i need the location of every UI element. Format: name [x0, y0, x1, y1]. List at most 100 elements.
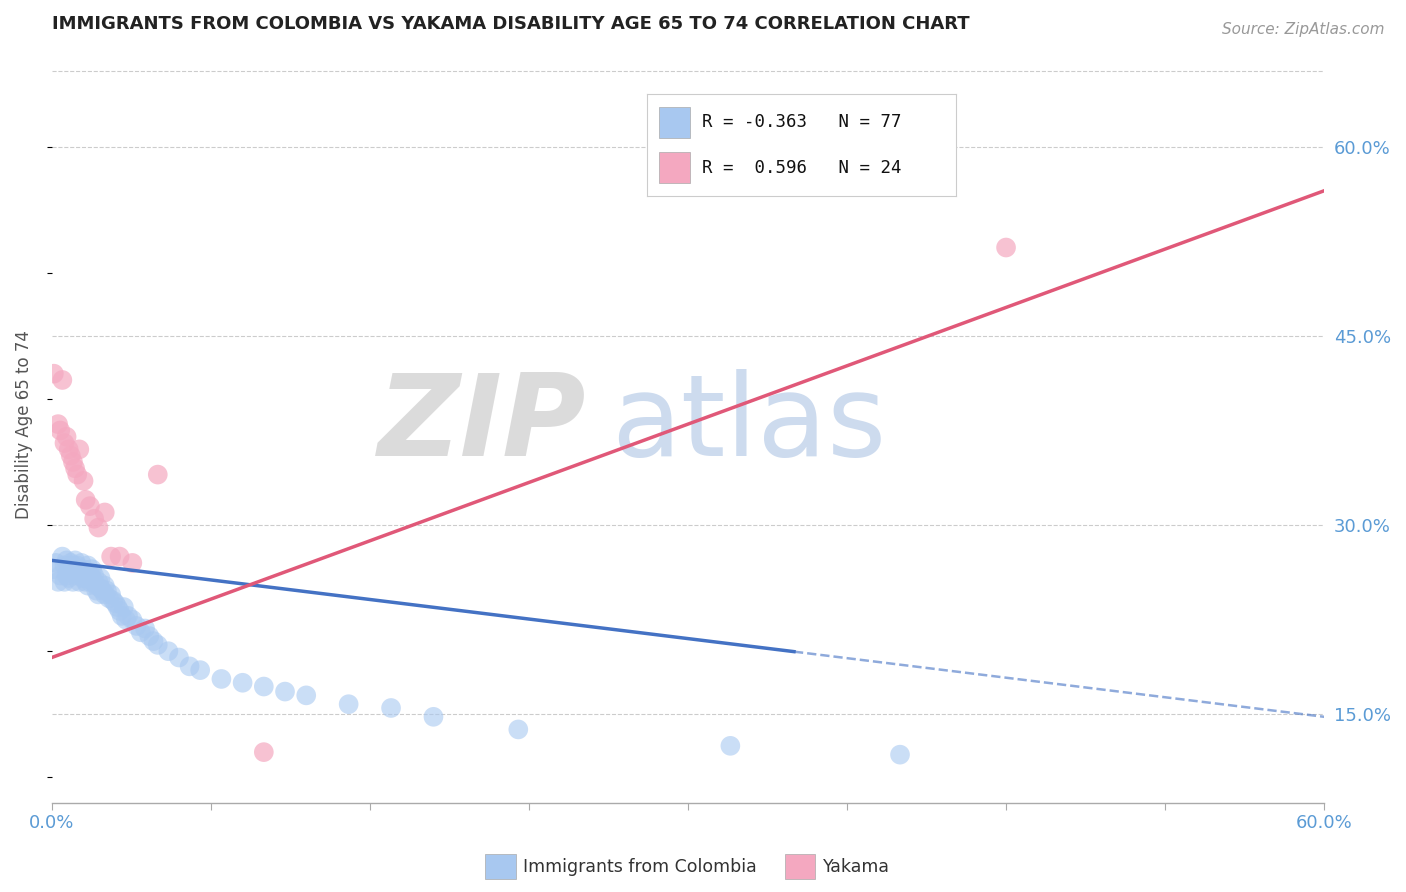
Point [79, 574, 101, 589]
Point [146, 638, 169, 652]
Point [138, 629, 160, 643]
Point [66, 558, 89, 573]
Point [79, 566, 101, 580]
Point [75, 568, 97, 582]
Point [63, 562, 86, 576]
Point [100, 587, 122, 601]
Point [49, 568, 72, 582]
Point [70, 566, 93, 580]
Point [42, 562, 65, 576]
Point [253, 680, 276, 694]
Point [188, 663, 211, 677]
Point [62, 558, 84, 573]
Text: Source: ZipAtlas.com: Source: ZipAtlas.com [1222, 22, 1385, 37]
Point [142, 634, 165, 648]
Point [94, 587, 117, 601]
Text: Immigrants from Colombia: Immigrants from Colombia [523, 858, 756, 876]
Point [55, 553, 77, 567]
Point [100, 549, 122, 564]
Point [63, 461, 86, 475]
Point [253, 745, 276, 759]
Point [72, 474, 94, 488]
Point [107, 600, 129, 615]
Point [94, 505, 117, 519]
Point [51, 549, 73, 564]
Point [80, 571, 103, 585]
Point [67, 562, 90, 576]
Text: R = -0.363   N = 77: R = -0.363 N = 77 [703, 113, 901, 131]
Point [46, 574, 69, 589]
Point [94, 579, 117, 593]
Point [58, 562, 80, 576]
Point [45, 556, 67, 570]
Point [157, 644, 180, 658]
Point [72, 571, 94, 585]
Point [53, 574, 76, 589]
Point [380, 701, 402, 715]
Point [718, 739, 741, 753]
Point [84, 583, 107, 598]
Point [87, 520, 110, 534]
Text: IMMIGRANTS FROM COLOMBIA VS YAKAMA DISABILITY AGE 65 TO 74 CORRELATION CHART: IMMIGRANTS FROM COLOMBIA VS YAKAMA DISAB… [52, 15, 969, 33]
Point [59, 566, 82, 580]
Point [167, 650, 190, 665]
Point [79, 499, 101, 513]
Point [59, 449, 82, 463]
Point [58, 571, 80, 585]
Text: ZIP: ZIP [378, 368, 586, 480]
Point [83, 574, 105, 589]
Point [146, 467, 169, 482]
Point [121, 556, 143, 570]
Point [103, 593, 125, 607]
Point [179, 659, 201, 673]
FancyBboxPatch shape [659, 153, 690, 183]
Point [72, 562, 94, 576]
Point [274, 684, 297, 698]
Point [91, 583, 114, 598]
Point [295, 689, 318, 703]
Point [87, 587, 110, 601]
Point [76, 558, 98, 573]
Y-axis label: Disability Age 65 to 74: Disability Age 65 to 74 [15, 330, 32, 518]
Point [508, 723, 530, 737]
Point [112, 600, 135, 615]
Point [63, 553, 86, 567]
Point [129, 625, 152, 640]
Point [42, 367, 65, 381]
Point [62, 455, 84, 469]
Point [66, 467, 89, 482]
Point [422, 710, 444, 724]
Point [46, 417, 69, 431]
Point [134, 622, 156, 636]
Point [62, 574, 84, 589]
Point [66, 568, 89, 582]
Point [232, 675, 254, 690]
Text: Yakama: Yakama [823, 858, 890, 876]
Point [111, 608, 134, 623]
Point [58, 442, 80, 457]
Point [80, 562, 103, 576]
Point [59, 556, 82, 570]
Point [49, 424, 72, 438]
Point [75, 574, 97, 589]
Text: R =  0.596   N = 24: R = 0.596 N = 24 [703, 159, 901, 177]
Point [115, 613, 138, 627]
Point [995, 240, 1018, 254]
Point [209, 672, 232, 686]
Point [89, 571, 111, 585]
Text: atlas: atlas [612, 368, 887, 480]
Point [121, 613, 143, 627]
Point [51, 373, 73, 387]
Point [889, 747, 911, 762]
Point [84, 579, 107, 593]
FancyBboxPatch shape [659, 107, 690, 137]
Point [83, 512, 105, 526]
Point [67, 442, 90, 457]
Point [53, 558, 76, 573]
Point [125, 619, 148, 633]
Point [96, 583, 118, 598]
Point [89, 581, 111, 595]
Point [76, 579, 98, 593]
Point [337, 697, 360, 711]
Point [55, 568, 77, 582]
